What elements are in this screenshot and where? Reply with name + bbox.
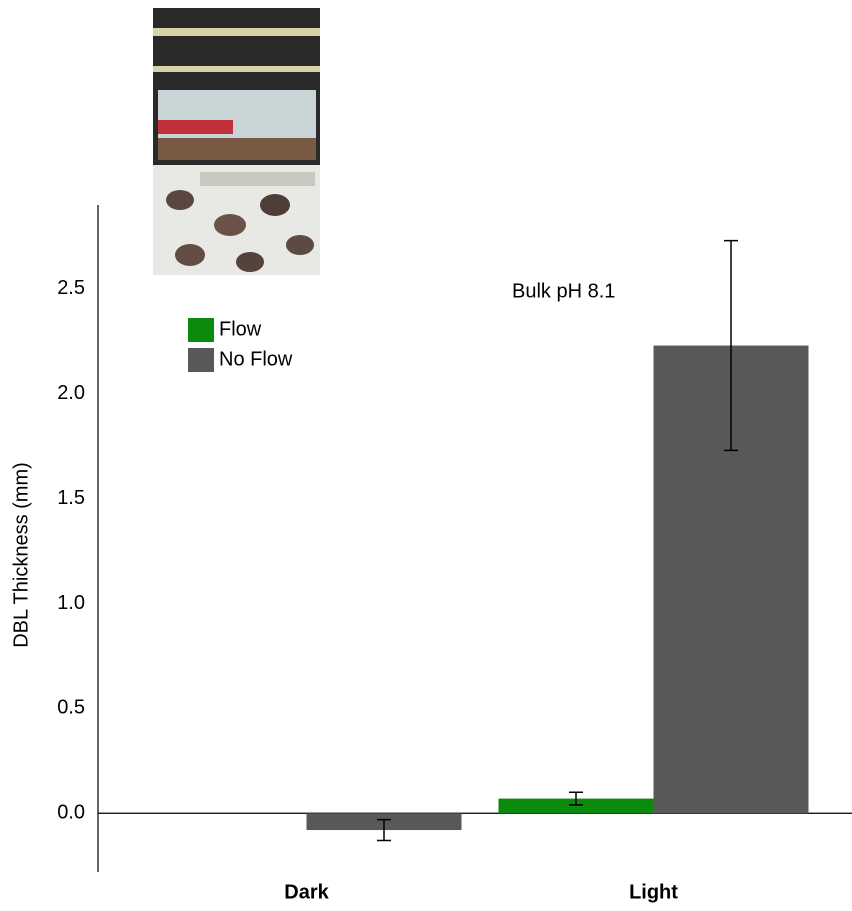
error-bar — [724, 239, 738, 452]
annotation: Bulk pH 8.1 — [512, 280, 615, 302]
legend-label: No Flow — [219, 348, 293, 370]
x-tick-label: Light — [629, 881, 678, 903]
error-bar — [377, 818, 391, 842]
y-tick-label: 1.5 — [57, 487, 85, 509]
bar — [498, 798, 654, 814]
y-tick-label: 0.0 — [57, 802, 85, 824]
y-tick-label: 2.5 — [57, 277, 85, 299]
legend-swatch — [188, 318, 214, 342]
x-tick-label: Dark — [284, 881, 329, 903]
photo — [153, 8, 320, 275]
legend-swatch — [188, 348, 214, 372]
error-bar — [569, 791, 583, 806]
legend-label: Flow — [219, 318, 262, 340]
y-tick-label: 0.5 — [57, 697, 85, 719]
y-tick-label: 2.0 — [57, 382, 85, 404]
y-axis-label: DBL Thickness (mm) — [10, 462, 32, 648]
y-tick-label: 1.0 — [57, 592, 85, 614]
